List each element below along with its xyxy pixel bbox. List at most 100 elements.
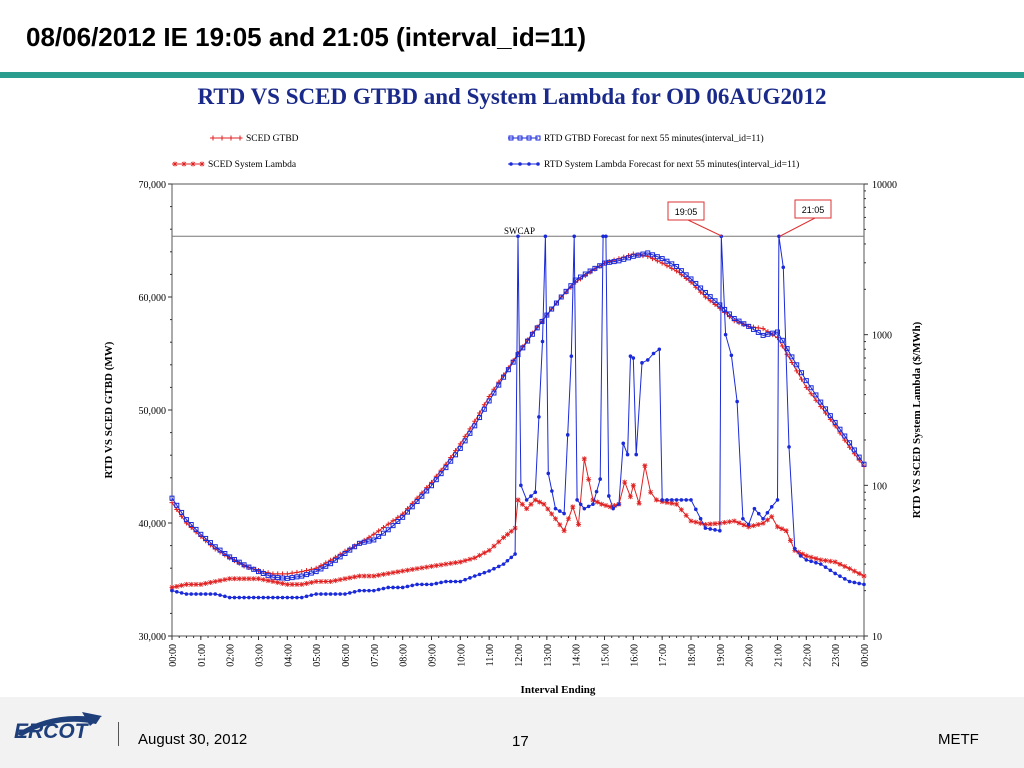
star-marker (532, 497, 538, 503)
square-marker (549, 306, 555, 312)
dot-marker (689, 498, 693, 502)
dot-marker (396, 585, 400, 590)
square-marker (342, 551, 348, 557)
star-marker (183, 581, 189, 587)
x-tick-label: 13:00 (543, 644, 554, 667)
square-marker (409, 504, 415, 510)
square-marker (535, 135, 541, 141)
dot-marker (746, 522, 751, 527)
star-marker (179, 582, 185, 588)
square-marker (395, 518, 401, 524)
square-marker (741, 321, 747, 327)
legend-item: RTD System Lambda Forecast for next 55 m… (508, 159, 799, 170)
dot-marker (781, 265, 786, 270)
dot-marker (625, 452, 630, 457)
star-marker (764, 517, 770, 523)
square-marker (246, 564, 252, 570)
logo-text: ERCOT (14, 720, 88, 743)
dot-marker (533, 490, 538, 495)
star-marker (678, 507, 684, 513)
star-marker (698, 520, 704, 526)
square-marker (640, 251, 646, 257)
y-right-tick-label: 100 (872, 481, 887, 492)
plus-marker (486, 393, 492, 399)
square-marker (525, 338, 531, 344)
plus-marker (818, 404, 824, 410)
square-marker (332, 557, 338, 563)
square-marker (467, 430, 473, 436)
square-marker (808, 385, 814, 391)
legend-label: SCED System Lambda (208, 160, 297, 170)
star-marker (796, 549, 802, 555)
plus-marker (219, 135, 225, 141)
dot-marker (698, 516, 703, 521)
annotation-label: 19:05 (675, 207, 698, 217)
plus-marker (669, 265, 675, 271)
dot-marker (669, 498, 674, 502)
star-marker (198, 581, 204, 587)
square-marker (799, 370, 805, 376)
square-marker (517, 135, 523, 141)
dot-marker (857, 581, 861, 586)
dot-marker (809, 559, 813, 564)
dot-marker (645, 358, 650, 362)
star-marker (722, 520, 728, 526)
square-marker (414, 499, 420, 505)
square-marker (251, 566, 257, 572)
plus-marker (385, 521, 391, 527)
plus-marker (765, 329, 771, 335)
dot-marker (468, 576, 472, 580)
dot-marker (323, 592, 328, 596)
star-marker (284, 581, 290, 587)
series-3 (169, 456, 867, 590)
square-marker (299, 573, 305, 579)
star-marker (347, 575, 353, 581)
dot-marker (386, 585, 391, 590)
star-marker (438, 562, 444, 568)
square-marker (616, 258, 622, 264)
plus-marker (332, 554, 338, 560)
square-marker (789, 354, 795, 360)
square-marker (284, 575, 290, 581)
x-tick-label: 00:00 (860, 644, 871, 667)
dot-marker (362, 588, 367, 593)
plus-marker (390, 518, 396, 524)
square-marker (508, 135, 514, 141)
square-marker (419, 493, 425, 499)
dot-marker (718, 528, 722, 533)
star-marker (755, 521, 761, 527)
dot-marker (314, 592, 318, 596)
dot-marker (199, 592, 203, 596)
star-marker (385, 570, 391, 576)
star-marker (787, 538, 793, 544)
plus-marker (289, 570, 295, 576)
series-line (171, 235, 865, 598)
square-marker (304, 572, 310, 578)
square-marker (275, 575, 281, 581)
dot-marker (194, 592, 198, 596)
dot-marker (631, 356, 636, 360)
dot-marker (376, 587, 381, 592)
square-marker (698, 285, 704, 291)
plus-marker (472, 418, 478, 424)
dot-marker (304, 594, 309, 599)
star-marker (433, 563, 439, 569)
square-marker (356, 540, 362, 546)
square-marker (472, 423, 478, 429)
dot-marker (410, 583, 415, 588)
square-marker (669, 261, 675, 267)
dot-marker (543, 234, 548, 239)
square-marker (678, 268, 684, 274)
star-marker (448, 560, 454, 566)
star-marker (174, 583, 180, 589)
square-marker (731, 315, 737, 321)
square-marker (856, 454, 862, 460)
square-marker (558, 294, 564, 300)
x-tick-label: 08:00 (399, 644, 410, 667)
square-marker (553, 300, 559, 306)
square-marker (702, 289, 708, 295)
dot-marker (424, 582, 429, 587)
plus-marker (799, 376, 805, 382)
dot-marker (708, 527, 713, 531)
x-tick-label: 12:00 (514, 644, 525, 667)
